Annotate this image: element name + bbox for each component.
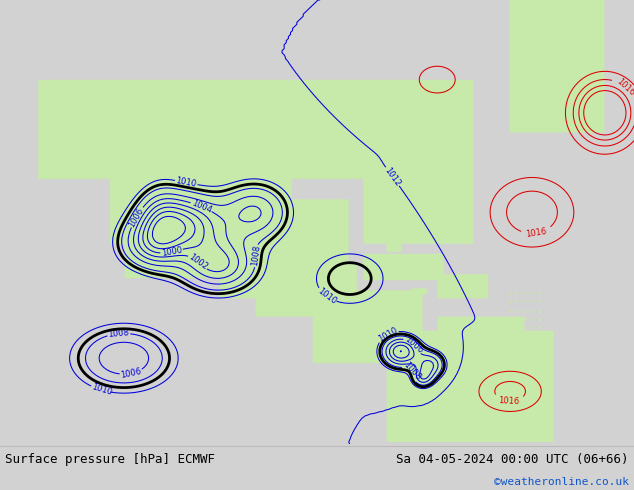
Text: 1008: 1008 <box>108 328 130 339</box>
Text: 1016: 1016 <box>498 396 520 406</box>
Text: 1004: 1004 <box>190 198 213 215</box>
Text: 1010: 1010 <box>91 383 113 397</box>
Text: 1000: 1000 <box>160 245 183 258</box>
Text: 1006: 1006 <box>127 206 146 228</box>
Text: 1016: 1016 <box>615 77 634 98</box>
Text: Sa 04-05-2024 00:00 UTC (06+66): Sa 04-05-2024 00:00 UTC (06+66) <box>396 452 629 466</box>
Text: ©weatheronline.co.uk: ©weatheronline.co.uk <box>494 477 629 487</box>
Text: 1012: 1012 <box>383 166 402 188</box>
Text: Surface pressure [hPa] ECMWF: Surface pressure [hPa] ECMWF <box>5 452 215 466</box>
Text: 1002: 1002 <box>187 252 209 271</box>
Text: 1008: 1008 <box>401 361 422 382</box>
Text: 1006: 1006 <box>403 334 424 355</box>
Text: 1008: 1008 <box>250 245 261 267</box>
Text: 1016: 1016 <box>526 227 548 239</box>
Text: 1010: 1010 <box>175 176 197 189</box>
Text: 1010: 1010 <box>316 286 338 306</box>
Text: 1006: 1006 <box>120 367 143 380</box>
Text: 1010: 1010 <box>377 326 399 344</box>
